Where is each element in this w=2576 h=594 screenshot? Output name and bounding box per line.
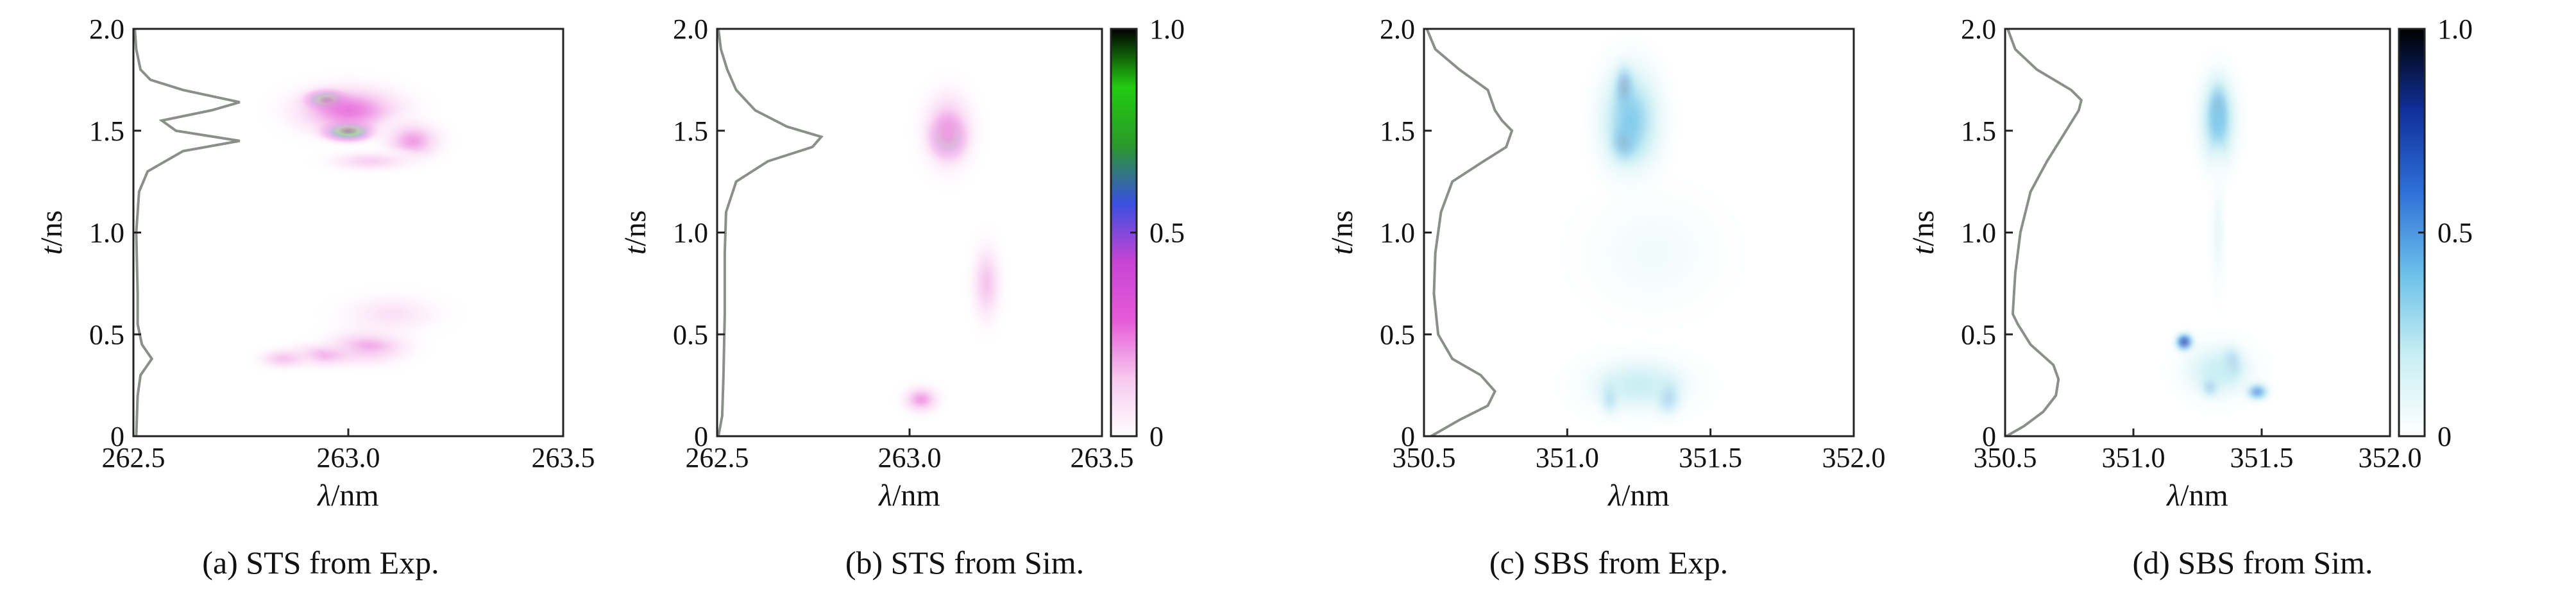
y-tick-label: 2.0 [1961,13,1996,45]
x-tick-label: 352.0 [1822,442,1886,473]
colorbar-tick-label: 0.5 [2437,217,2473,249]
y-axis-label: t/ns [35,210,69,255]
panel-a: 262.5 263.0 263.5 0 0.5 1.0 1.5 2.0 λ/nm t/ns (a)… [0,0,641,594]
y-tick-label: 0.5 [1380,319,1415,350]
x-tick-label: 263.5 [1071,442,1134,473]
temporal-profile-line [133,29,241,436]
temporal-profile-line [1425,29,1514,436]
y-tick-label: 2.0 [89,13,124,45]
heatmap-blob [1547,336,1731,434]
x-axis-label: λ/nm [877,479,940,513]
x-axis-label: λ/nm [316,479,378,513]
caption-c: (c) SBS from Exp. [1489,545,1729,581]
y-tick-label: 1.0 [1380,217,1415,249]
y-tick-label: 0 [694,421,708,452]
chart-c: 350.5 351.0 351.5 352.0 0 0.5 1.0 1.5 2.0 λ/nm t/n… [1325,13,1886,513]
heatmap-blob [309,281,474,347]
x-tick-label: 263.0 [878,442,942,473]
x-tick-label: 350.5 [1393,442,1456,473]
colorbar-tick-label: 0 [1149,421,1164,452]
heatmap-blob [242,342,325,375]
y-tick-label: 0 [110,421,124,452]
colorbar-tick-label: 1.0 [1149,13,1185,45]
y-tick-label: 1.5 [1961,115,1996,147]
x-tick-label: 350.5 [1974,442,2037,473]
y-tick-label: 0 [1401,421,1415,452]
heatmap-blob [2185,38,2251,202]
x-tick-label: 351.5 [2230,442,2294,473]
y-tick-label: 0.5 [673,319,708,350]
heatmap-blob [904,65,992,196]
colorbar-tick-label: 1.0 [2437,13,2473,45]
y-tick-label: 1.5 [89,115,124,147]
x-tick-label: 263.0 [317,442,380,473]
chart-b: 262.5 263.0 263.5 0 0.5 1.0 1.5 2.0 λ/nm t/ns 0 0.5… [618,13,1185,513]
y-tick-label: 0.5 [1961,319,1996,350]
x-axis-label: λ/nm [1607,479,1669,513]
x-tick-label: 351.5 [1679,442,1742,473]
caption-a: (a) STS from Exp. [202,545,439,581]
heatmap-blob [2205,135,2231,330]
panel-b: 262.5 263.0 263.5 0 0.5 1.0 1.5 2.0 λ/nm t/ns 0 0.5… [618,0,1285,594]
heatmap-layer [2157,38,2280,420]
heatmap-blob [301,144,439,178]
panel-d: 350.5 351.0 351.5 352.0 0 0.5 1.0 1.5 2.0 λ/nm t/n… [1906,0,2573,594]
heatmap-blob [2157,322,2280,420]
y-tick-label: 2.0 [1380,13,1415,45]
y-axis-label: t/ns [1325,210,1359,255]
x-tick-label: 263.5 [532,442,595,473]
heatmap-blob [962,218,1012,349]
heatmap-layer [242,67,474,377]
plot-background [717,29,1102,436]
chart-d: 350.5 351.0 351.5 352.0 0 0.5 1.0 1.5 2.0 λ/nm t/n… [1906,13,2473,513]
x-tick-label: 262.5 [102,442,165,473]
y-tick-label: 0.5 [89,319,124,350]
chart-a: 262.5 263.0 263.5 0 0.5 1.0 1.5 2.0 λ/nm t/ns [35,13,595,513]
y-tick-label: 0 [1982,421,1996,452]
y-tick-label: 1.0 [89,217,124,249]
y-tick-label: 1.5 [673,115,708,147]
y-tick-label: 1.0 [673,217,708,249]
colorbar-tick-label: 0 [2437,421,2452,452]
heatmap-layer [890,65,1012,423]
heatmap-layer [1538,29,1768,434]
x-tick-label: 351.0 [1536,442,1599,473]
x-tick-label: 352.0 [2359,442,2422,473]
heatmap-blob [1538,155,1768,351]
y-tick-label: 1.0 [1961,217,1996,249]
y-tick-label: 2.0 [673,13,708,45]
heatmap-blob [890,377,952,423]
x-tick-label: 351.0 [2102,442,2165,473]
temporal-profile-line [2006,29,2083,436]
colorbar-tick-label: 0.5 [1149,217,1185,249]
y-axis-label: t/ns [1906,210,1940,255]
temporal-profile-line [717,29,824,436]
caption-b: (b) STS from Sim. [845,545,1085,581]
panel-c: 350.5 351.0 351.5 352.0 0 0.5 1.0 1.5 2.0 λ/nm t/n… [1288,0,1929,594]
x-tick-label: 262.5 [686,442,749,473]
y-tick-label: 1.5 [1380,115,1415,147]
x-axis-label: λ/nm [2165,479,2228,513]
y-axis-label: t/ns [618,210,652,255]
caption-d: (d) SBS from Sim. [2132,545,2373,581]
